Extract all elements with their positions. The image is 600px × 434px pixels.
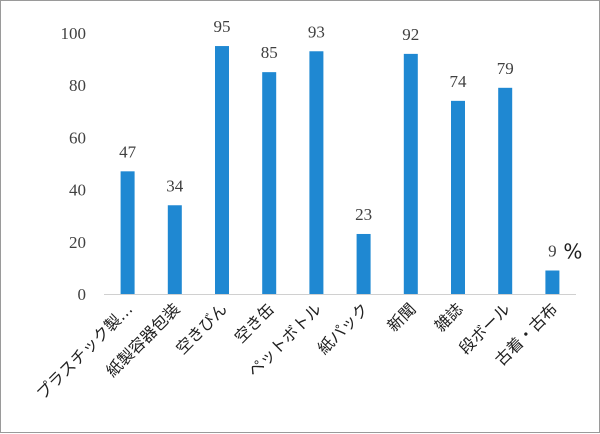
data-label: 85 bbox=[261, 43, 278, 62]
y-tick-label: 20 bbox=[69, 233, 86, 252]
bars bbox=[120, 46, 560, 295]
bar bbox=[262, 72, 277, 295]
data-label: 23 bbox=[355, 205, 372, 224]
category-label: 新聞 bbox=[384, 299, 420, 335]
data-labels: 47 34 95 85 93 23 92 74 79 9 bbox=[119, 17, 557, 260]
category-label: 雑誌 bbox=[431, 299, 467, 335]
y-tick-label: 40 bbox=[69, 181, 86, 200]
bar bbox=[356, 233, 371, 294]
bar bbox=[167, 205, 182, 294]
bar bbox=[498, 87, 513, 294]
y-tick-label: 60 bbox=[69, 128, 86, 147]
data-label: 9 bbox=[548, 242, 557, 261]
data-label: 74 bbox=[450, 72, 468, 91]
y-tick-label: 100 bbox=[61, 24, 87, 43]
category-label: 空きびん bbox=[172, 299, 231, 358]
category-label: 紙パック bbox=[314, 299, 373, 358]
bar bbox=[545, 270, 560, 294]
data-label: 34 bbox=[166, 176, 184, 195]
bar bbox=[120, 171, 135, 294]
bar bbox=[403, 53, 418, 294]
data-label: 47 bbox=[119, 142, 137, 161]
bar bbox=[309, 51, 324, 294]
data-label: 93 bbox=[308, 22, 325, 41]
data-label: 95 bbox=[214, 17, 231, 36]
data-label: 92 bbox=[402, 25, 419, 44]
y-tick-label: 0 bbox=[78, 285, 87, 304]
bar bbox=[215, 46, 229, 294]
y-tick-label: 80 bbox=[69, 76, 86, 95]
data-label: 79 bbox=[497, 59, 514, 78]
bar bbox=[451, 100, 465, 294]
unit-label: % bbox=[563, 240, 582, 264]
y-axis: 0 20 40 60 80 100 bbox=[61, 24, 87, 304]
